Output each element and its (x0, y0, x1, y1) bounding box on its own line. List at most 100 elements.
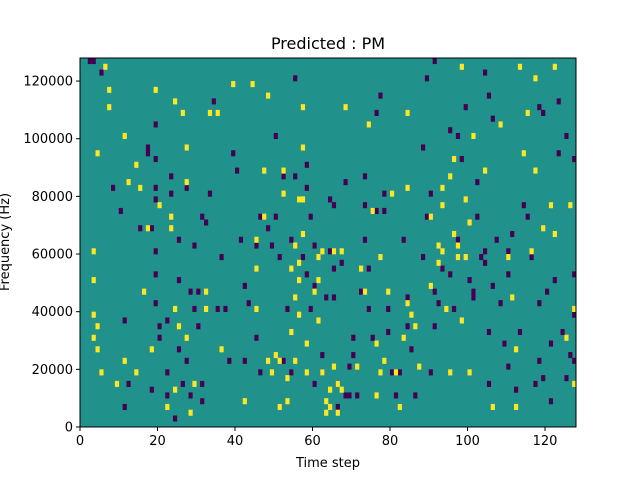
heatmap-cell-high (176, 323, 182, 330)
heatmap-cell-high (254, 305, 259, 312)
heatmap-cell-high (390, 190, 395, 197)
heatmap-cell-high (134, 369, 139, 376)
heatmap-cell-high (362, 288, 368, 295)
heatmap-cell-low (87, 58, 92, 65)
heatmap-cell-high (471, 132, 476, 140)
heatmap-cell-high (204, 305, 209, 312)
heatmap-cell-low (440, 265, 445, 272)
heatmap-cell-high (405, 109, 410, 116)
heatmap-cell-high (510, 294, 515, 301)
heatmap-cell-high (184, 144, 189, 151)
heatmap-cell-low (498, 300, 503, 307)
heatmap-cell-high (409, 311, 414, 318)
heatmap-cell-high (153, 86, 158, 93)
heatmap-cell-low (153, 271, 158, 278)
heatmap-cell-high (192, 380, 197, 387)
heatmap-cell-high (269, 369, 275, 376)
heatmap-cell-low (200, 213, 205, 220)
heatmap-cell-high (343, 104, 348, 111)
heatmap-cell-high (300, 104, 306, 111)
heatmap-cell-low (176, 346, 182, 353)
heatmap-cell-high (304, 340, 309, 347)
heatmap-cell-low (347, 392, 352, 399)
heatmap-cell-high (254, 265, 259, 272)
heatmap-cell-low (285, 305, 290, 312)
heatmap-cell-low (409, 346, 414, 353)
heatmap-cell-high (514, 346, 519, 353)
heatmap-cell-low (200, 398, 205, 405)
heatmap-cell-high (91, 334, 96, 341)
heatmap-cell-high (207, 109, 213, 116)
heatmap-cell-low (277, 254, 282, 261)
heatmap-cell-low (483, 69, 488, 76)
heatmap-cell-low (548, 398, 554, 405)
heatmap-cell-low (502, 340, 507, 347)
heatmap-cell-high (405, 184, 410, 191)
heatmap-cell-low (122, 403, 127, 411)
heatmap-cell-low (300, 254, 306, 261)
heatmap-cell-high (107, 86, 112, 93)
heatmap-cell-low (366, 265, 371, 272)
heatmap-cell-high (339, 248, 344, 255)
heatmap-cell-low (351, 334, 356, 341)
heatmap-cell-low (386, 305, 391, 312)
x-tick-label: 40 (227, 434, 244, 449)
heatmap-cell-high (122, 357, 127, 364)
heatmap-cell-low (572, 271, 577, 278)
heatmap-cell-high (300, 144, 306, 151)
heatmap-cell-high (455, 254, 461, 261)
heatmap-cell-high (324, 398, 329, 405)
heatmap-cell-high (95, 323, 100, 330)
heatmap-cell-low (448, 127, 453, 134)
heatmap-cell-low (312, 380, 317, 387)
heatmap-cell-high (467, 219, 472, 226)
heatmap-cell-high (277, 403, 282, 411)
heatmap-cell-high (331, 363, 337, 370)
heatmap-cell-low (343, 179, 348, 186)
heatmap-cell-low (556, 150, 561, 157)
heatmap-cell-high (541, 225, 546, 232)
heatmap-cell-low (258, 369, 263, 376)
heatmap-cell-high (393, 369, 399, 376)
heatmap-cell-low (289, 236, 294, 243)
heatmap-cell-low (227, 357, 232, 364)
heatmap-cell-high (91, 248, 96, 255)
heatmap-cell-low (486, 92, 492, 99)
heatmap-cell-low (374, 109, 379, 116)
heatmap-cell-high (490, 403, 495, 411)
heatmap-cell-low (397, 369, 402, 376)
heatmap-cell-high (436, 242, 441, 249)
heatmap-cell-low (242, 282, 247, 289)
heatmap-cell-low (483, 259, 488, 266)
heatmap-cell-high (297, 196, 302, 203)
heatmap-cell-high (297, 277, 302, 284)
heatmap-cell-high (122, 132, 127, 140)
heatmap-cell-low (153, 121, 158, 128)
x-tick-label: 0 (76, 434, 84, 449)
heatmap-cell-low (258, 213, 263, 220)
heatmap-cell-low (436, 300, 441, 307)
heatmap-cell-low (452, 305, 457, 312)
heatmap-cell-low (351, 352, 356, 359)
heatmap-cell-high (300, 230, 306, 238)
heatmap-cell-low (541, 375, 546, 382)
y-axis: 0 20000 40000 60000 80000 100000 120000 (23, 75, 80, 436)
heatmap-cell-low (196, 323, 201, 330)
heatmap-cell-low (568, 352, 573, 359)
heatmap-cell-high (95, 346, 100, 353)
heatmap-cell-low (552, 277, 557, 284)
heatmap-cell-low (455, 132, 461, 140)
heatmap-cell-low (188, 392, 193, 399)
heatmap-cell-low (231, 150, 236, 157)
heatmap-cell-high (145, 225, 151, 232)
heatmap-cell-low (378, 92, 383, 99)
heatmap-cell-low (459, 156, 464, 163)
heatmap-cell-high (564, 334, 569, 341)
heatmap-cell-high (219, 346, 224, 353)
heatmap-cell-low (572, 357, 577, 364)
x-tick-label: 80 (382, 434, 399, 449)
heatmap-cell-high (552, 63, 557, 70)
heatmap-cell-low (463, 104, 468, 111)
heatmap-cell-high (378, 369, 383, 376)
heatmap-cell-low (366, 305, 371, 312)
